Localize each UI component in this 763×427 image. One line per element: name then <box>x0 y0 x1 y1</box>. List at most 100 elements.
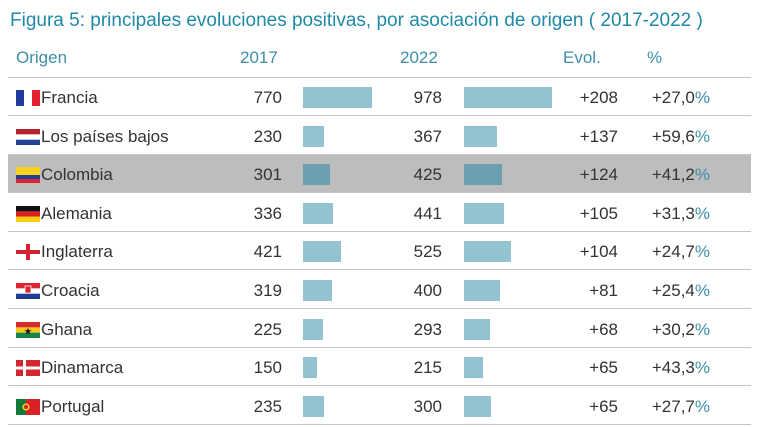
origin-label: Inglaterra <box>41 242 113 262</box>
value-2022: 367 <box>413 126 442 146</box>
percent-number: +59,6 <box>651 126 695 146</box>
percent-number: +43,3 <box>651 358 695 378</box>
header-pct: % <box>647 48 663 67</box>
percent-value: +30,2% <box>638 320 710 340</box>
origin-label: Dinamarca <box>41 358 124 378</box>
percent-sign: % <box>694 281 710 300</box>
value-2017: 336 <box>253 203 282 223</box>
percent-sign: % <box>694 88 710 107</box>
bar-2022 <box>464 164 503 186</box>
evolution-value: +124 <box>579 165 618 185</box>
origin-label: Alemania <box>41 203 112 223</box>
table-row: Portugal 235 300 +65 +27,7% <box>8 387 751 425</box>
percent-value: +24,7% <box>638 242 710 262</box>
header-divider <box>8 77 751 78</box>
header-2017: 2017 <box>240 48 278 67</box>
bar-2017 <box>303 87 373 108</box>
table-row: Ghana 225 293 +68 +30,2% <box>8 310 751 348</box>
percent-value: +59,6% <box>638 127 710 147</box>
percent-value: +43,3% <box>638 358 710 378</box>
origin-label: Colombia <box>41 165 113 185</box>
percent-sign: % <box>694 358 710 378</box>
value-2022: 525 <box>413 242 442 262</box>
percent-value: +41,2% <box>638 165 710 185</box>
value-2017: 150 <box>253 358 282 378</box>
evolution-value: +208 <box>579 88 618 107</box>
bar-2017 <box>303 125 324 147</box>
value-2017: 230 <box>253 126 282 146</box>
value-2022: 978 <box>413 88 442 107</box>
percent-sign: % <box>694 165 710 185</box>
bar-2022 <box>464 318 491 340</box>
value-2022: 400 <box>413 281 442 300</box>
portugal-flag <box>16 398 40 415</box>
table-header: Origen 2017 2022 Evol. % <box>0 44 763 78</box>
origin-label: Portugal <box>41 396 105 416</box>
percent-sign: % <box>694 126 710 146</box>
origin-label: Ghana <box>41 319 93 339</box>
bar-2022 <box>464 202 504 224</box>
value-2022: 300 <box>413 396 442 416</box>
percent-value: +27,7% <box>638 397 710 417</box>
value-2017: 235 <box>253 396 282 416</box>
ghana-flag <box>16 321 40 338</box>
percent-number: +27,7 <box>651 396 695 416</box>
table-row: Colombia 301 425 +124 +41,2% <box>8 155 751 194</box>
percent-value: +27,0% <box>638 88 710 108</box>
bar-2017 <box>303 280 332 301</box>
origin-label: Los países bajos <box>41 126 169 146</box>
evolution-value: +81 <box>589 281 618 300</box>
evolution-value: +68 <box>589 319 618 339</box>
percent-sign: % <box>694 203 710 223</box>
header-origin: Origen <box>16 48 68 67</box>
percent-sign: % <box>694 242 710 262</box>
table-row: Alemania 336 441 +105 +31,3% <box>8 194 751 232</box>
table-row: Francia 770 978 +208 +27,0% <box>8 78 751 116</box>
evolution-value: +65 <box>589 358 618 378</box>
germany-flag <box>16 205 40 222</box>
percent-sign: % <box>694 319 710 339</box>
netherlands-flag <box>16 128 40 145</box>
bar-2017 <box>303 241 341 263</box>
percent-sign: % <box>694 396 710 416</box>
england-flag <box>16 244 40 261</box>
bar-2022 <box>464 280 500 301</box>
bar-2017 <box>303 318 324 340</box>
bar-2017 <box>303 357 317 379</box>
evolution-value: +137 <box>579 126 618 146</box>
evolution-value: +105 <box>579 203 618 223</box>
value-2017: 225 <box>253 319 282 339</box>
bar-2017 <box>303 395 325 417</box>
percent-number: +25,4 <box>651 281 695 300</box>
table-row: Croacia 319 400 +81 +25,4% <box>8 271 751 309</box>
bar-2022 <box>464 395 491 417</box>
value-2022: 425 <box>413 165 442 185</box>
france-flag <box>16 90 40 106</box>
bar-2022 <box>464 241 512 263</box>
percent-number: +30,2 <box>651 319 695 339</box>
colombia-flag <box>16 167 40 184</box>
percent-number: +41,2 <box>651 165 695 185</box>
percent-number: +24,7 <box>651 242 695 262</box>
croatia-flag <box>16 283 40 299</box>
bar-2022 <box>464 357 484 379</box>
table-row: Inglaterra 421 525 +104 +24,7% <box>8 232 751 271</box>
value-2022: 215 <box>413 358 442 378</box>
bar-2022 <box>464 125 497 147</box>
chart-title: Figura 5: principales evoluciones positi… <box>10 10 703 31</box>
table-row: Dinamarca 150 215 +65 +43,3% <box>8 348 751 387</box>
table-row: Los países bajos 230 367 +137 +59,6% <box>8 117 751 155</box>
bar-2017 <box>303 202 334 224</box>
percent-number: +27,0 <box>651 88 695 107</box>
origin-label: Croacia <box>41 281 100 300</box>
evolution-value: +65 <box>589 396 618 416</box>
denmark-flag <box>16 360 40 377</box>
percent-value: +31,3% <box>638 204 710 224</box>
evolution-value: +104 <box>579 242 618 262</box>
value-2017: 770 <box>253 88 282 107</box>
value-2022: 293 <box>413 319 442 339</box>
value-2017: 421 <box>253 242 282 262</box>
bar-2017 <box>303 164 331 186</box>
header-2022: 2022 <box>400 48 438 67</box>
value-2022: 441 <box>413 203 442 223</box>
